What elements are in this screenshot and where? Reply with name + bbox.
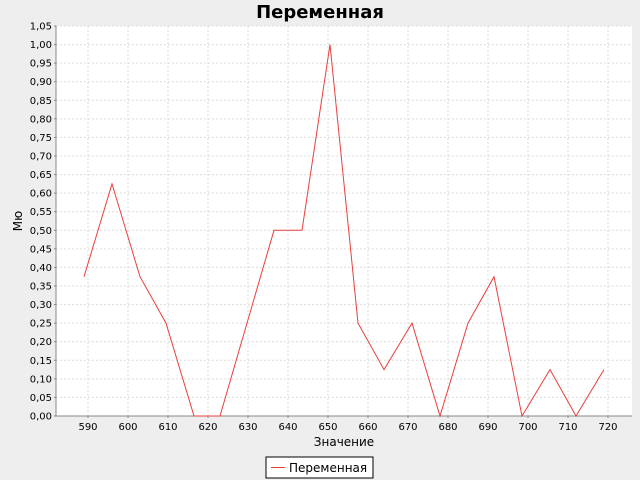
y-axis-ticks: 0,00 0,05 0,10 0,15 0,20 0,25 0,30 0,35 0,40 0,45… bbox=[30, 22, 56, 423]
y-tick-label: 0,00 bbox=[30, 412, 52, 423]
x-tick-label: 700 bbox=[518, 422, 537, 433]
y-tick-label: 0,35 bbox=[30, 282, 52, 293]
y-tick-label: 0,15 bbox=[30, 356, 52, 367]
y-tick-label: 1,05 bbox=[30, 22, 52, 33]
legend-box bbox=[265, 456, 374, 479]
x-tick-label: 620 bbox=[198, 422, 217, 433]
y-tick-label: 0,45 bbox=[30, 244, 52, 255]
x-tick-label: 670 bbox=[398, 422, 417, 433]
x-tick-label: 650 bbox=[318, 422, 337, 433]
x-tick-label: 630 bbox=[238, 422, 257, 433]
x-tick-label: 710 bbox=[558, 422, 577, 433]
x-tick-label: 610 bbox=[158, 422, 177, 433]
axes bbox=[55, 26, 632, 417]
x-axis-label: Значение bbox=[314, 435, 374, 449]
y-tick-label: 0,55 bbox=[30, 207, 52, 218]
x-tick-label: 600 bbox=[118, 422, 137, 433]
legend: Переменная bbox=[265, 456, 374, 479]
y-tick-label: 0,60 bbox=[30, 189, 52, 200]
y-tick-label: 0,70 bbox=[30, 152, 52, 163]
y-tick-label: 0,20 bbox=[30, 337, 52, 348]
x-tick-label: 720 bbox=[598, 422, 617, 433]
y-tick-label: 1,00 bbox=[30, 40, 52, 51]
y-tick-label: 0,65 bbox=[30, 170, 52, 181]
x-tick-label: 680 bbox=[438, 422, 457, 433]
series-layer bbox=[83, 44, 605, 418]
y-tick-label: 0,80 bbox=[30, 114, 52, 125]
y-tick-label: 0,30 bbox=[30, 300, 52, 311]
x-tick-label: 690 bbox=[478, 422, 497, 433]
y-axis-label: Мю bbox=[11, 211, 25, 231]
y-tick-label: 0,75 bbox=[30, 133, 52, 144]
y-tick-label: 0,05 bbox=[30, 393, 52, 404]
x-tick-label: 590 bbox=[78, 422, 97, 433]
grid bbox=[56, 25, 632, 416]
series-line bbox=[83, 44, 605, 418]
chart-title: Переменная bbox=[256, 2, 384, 23]
y-tick-label: 0,90 bbox=[30, 77, 52, 88]
y-tick-label: 0,40 bbox=[30, 263, 52, 274]
plot-area bbox=[56, 26, 632, 416]
legend-label: Переменная bbox=[289, 461, 367, 475]
x-tick-label: 660 bbox=[358, 422, 377, 433]
x-axis-ticks: 590 600 610 620 630 640 650 660 670 680 690 700 710 7… bbox=[78, 416, 618, 433]
y-tick-label: 0,10 bbox=[30, 374, 52, 385]
y-tick-label: 0,25 bbox=[30, 319, 52, 330]
y-tick-label: 0,95 bbox=[30, 59, 52, 70]
y-tick-label: 0,50 bbox=[30, 226, 52, 237]
x-tick-label: 640 bbox=[278, 422, 297, 433]
y-tick-label: 0,85 bbox=[30, 96, 52, 107]
